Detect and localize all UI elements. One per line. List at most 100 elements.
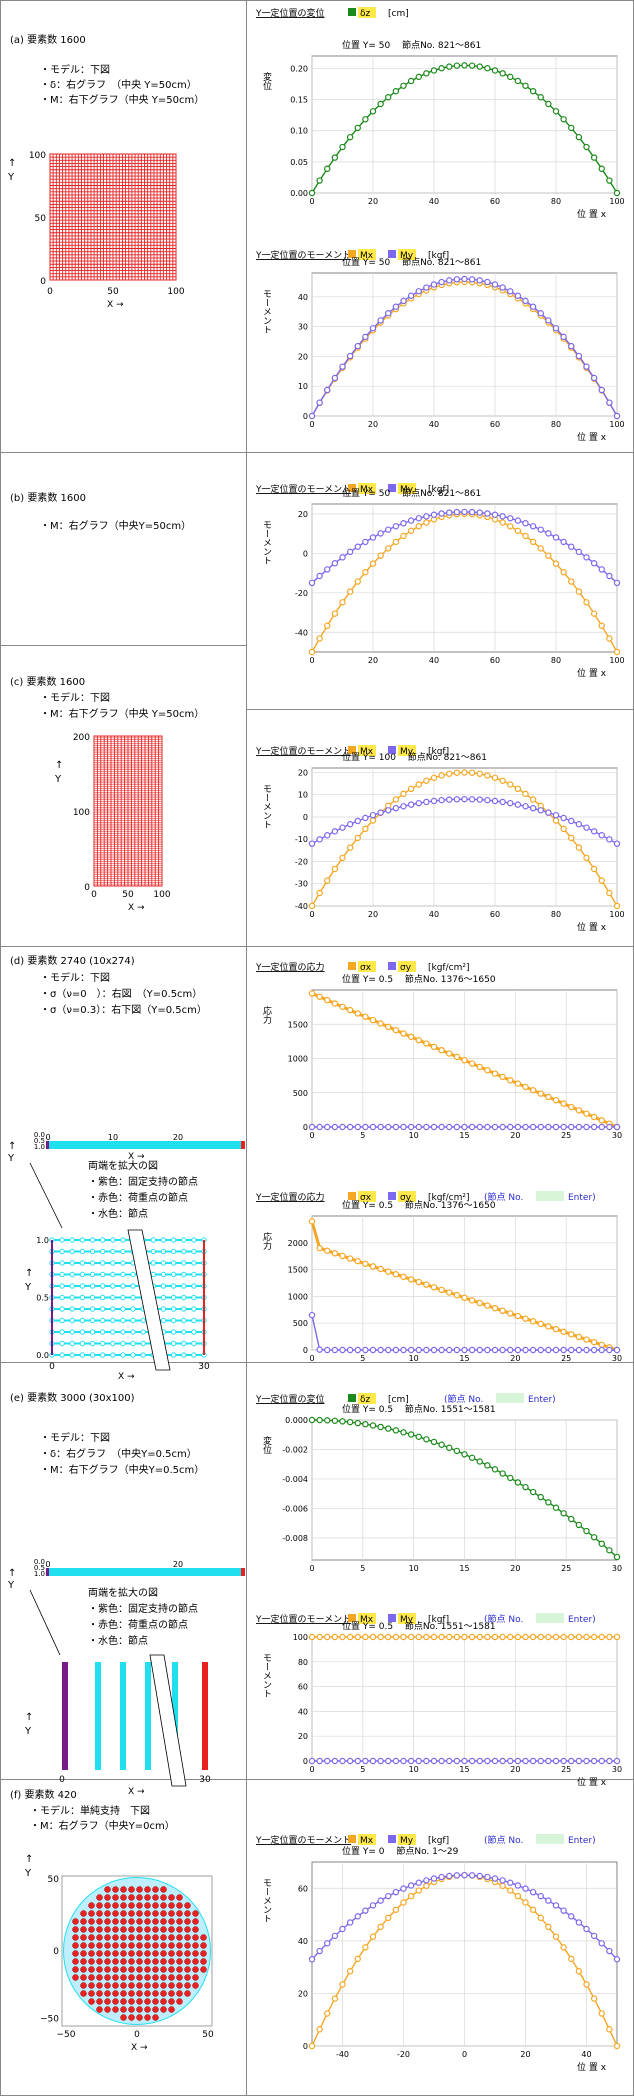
legend-label-My: My xyxy=(400,251,414,261)
model-c-x-label: X → xyxy=(128,903,145,913)
notes-d-title: 両端を拡大の図 xyxy=(88,1161,158,1172)
data-point-My xyxy=(339,824,346,831)
model-c-xtick: 100 xyxy=(153,890,170,900)
model-f-node xyxy=(144,1934,151,1941)
data-point-σx xyxy=(507,1077,514,1084)
data-point-σx xyxy=(468,1297,476,1304)
data-point-σx xyxy=(453,1291,461,1299)
data-point-My xyxy=(369,811,377,819)
legend-label-My: My xyxy=(400,747,414,757)
model-d-zoom-node xyxy=(69,1248,75,1255)
data-point-Mx xyxy=(552,1933,560,1940)
data-point-Mx xyxy=(308,902,316,910)
model-f-node xyxy=(152,1934,159,1941)
data-point-Mx xyxy=(575,844,583,851)
model-f-node xyxy=(88,1918,95,1925)
chart-d2: Y一定位置の応力 σx σy [kgf/cm²] (節点 No. Enter) 位置 Y= … xyxy=(255,1191,622,1363)
chart-subtitle: 位置 Y= 0.5 節点No. 1551〜1581 xyxy=(342,1403,496,1415)
data-point-My xyxy=(476,509,483,516)
model-d-zoom-node xyxy=(99,1248,106,1255)
data-point-My xyxy=(491,281,499,288)
data-point-σy xyxy=(415,1346,422,1354)
data-point-σx xyxy=(377,1020,384,1027)
data-point-σy xyxy=(583,1123,590,1131)
ytick-label: 0.000 xyxy=(285,1416,308,1425)
chart-subtitle: 位置 Y= 0.5 節点No. 1376〜1650 xyxy=(342,1199,496,1211)
data-point-δz xyxy=(415,73,422,81)
model-f-node xyxy=(160,1886,167,1893)
chart-ylabel: 変位 xyxy=(261,71,272,91)
data-point-σx xyxy=(415,1278,422,1286)
data-point-Mx xyxy=(606,2026,613,2033)
data-point-My xyxy=(407,1757,415,1765)
model-f-node xyxy=(120,1958,127,1965)
data-point-σy xyxy=(545,1123,552,1131)
model-f-node xyxy=(104,1990,111,1997)
data-point-My xyxy=(560,814,567,822)
model-f-node xyxy=(136,1990,143,1997)
data-point-My xyxy=(484,1757,491,1765)
model-c-ytick: 100 xyxy=(73,808,90,818)
data-point-My xyxy=(438,278,445,286)
model-f-node xyxy=(104,1958,111,1965)
xtick-label: 100 xyxy=(609,910,624,919)
ytick-label: 2000 xyxy=(288,1239,308,1248)
model-f-node xyxy=(144,1926,151,1933)
data-point-My xyxy=(507,515,514,522)
data-point-My xyxy=(423,513,430,520)
data-point-Mx xyxy=(324,2010,331,2017)
data-point-δz xyxy=(446,63,453,70)
data-point-Mx xyxy=(385,545,392,552)
data-point-My xyxy=(522,1885,529,1892)
notes-d-1: ・赤色：荷重点の節点 xyxy=(88,1193,188,1204)
chart-subtitle: 位置 Y= 0.5 節点No. 1376〜1650 xyxy=(342,973,496,985)
ytick-label: 30 xyxy=(298,323,308,332)
data-point-δz xyxy=(308,1416,316,1424)
model-f-node xyxy=(192,1974,199,1981)
model-f-node xyxy=(152,1974,159,1981)
model-e-zoom-xtick: 30 xyxy=(199,1775,211,1785)
data-point-My xyxy=(613,412,621,420)
data-point-Mx xyxy=(522,790,529,798)
data-point-My xyxy=(324,566,331,573)
model-f-node xyxy=(184,1974,191,1981)
data-point-σx xyxy=(568,1103,575,1111)
data-point-Mx xyxy=(545,1633,552,1641)
data-point-Mx xyxy=(324,877,331,884)
data-point-Mx xyxy=(590,610,598,617)
model-f-node xyxy=(96,1966,103,1973)
data-point-My xyxy=(575,821,583,828)
data-point-My xyxy=(339,554,346,561)
model-d-zoom-node xyxy=(120,1260,126,1266)
data-point-My xyxy=(484,1873,491,1881)
data-point-My xyxy=(583,554,590,561)
data-point-My xyxy=(560,333,567,341)
data-point-δz xyxy=(346,1418,354,1426)
data-point-My xyxy=(613,1757,621,1765)
data-point-σx xyxy=(590,1113,598,1121)
model-d-zoom-node xyxy=(120,1340,126,1347)
data-point-Mx xyxy=(377,1633,384,1641)
model-d-zoom-node xyxy=(140,1329,146,1335)
heading-b: (b) 要素数 1600 xyxy=(10,493,86,504)
data-point-σy xyxy=(453,1346,461,1354)
data-point-My xyxy=(514,517,522,524)
model-d-zoom-node xyxy=(79,1329,86,1335)
data-point-σx xyxy=(453,1053,461,1061)
model-d-zoom-node xyxy=(59,1306,65,1312)
plot-area xyxy=(311,55,618,194)
data-point-σy xyxy=(575,1346,583,1354)
model-d-zoom-node xyxy=(181,1317,187,1324)
data-point-My xyxy=(575,352,583,360)
model-f-node xyxy=(176,1894,183,1901)
xtick-label: 60 xyxy=(490,910,500,919)
heading-d: (d) 要素数 2740 (10x274) xyxy=(10,956,135,967)
data-point-My xyxy=(507,799,514,807)
model-f-node xyxy=(104,1974,111,1981)
legend-highlight xyxy=(398,961,416,972)
line-c-1: ・M：右下グラフ（中央 Y=50cm） xyxy=(40,709,205,720)
data-point-σx xyxy=(583,1336,590,1343)
data-point-My xyxy=(575,1919,583,1926)
data-point-My xyxy=(308,1956,316,1963)
chart-subtitle: 位置 Y= 0.5 節点No. 1551〜1581 xyxy=(342,1620,496,1632)
